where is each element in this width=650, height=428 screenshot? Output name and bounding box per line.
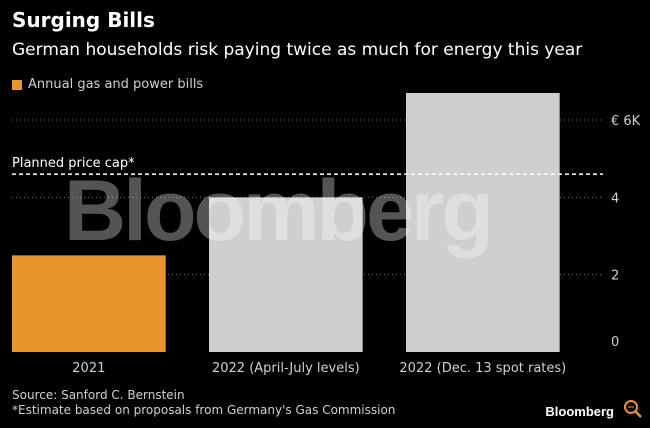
y-tick-label: 2 (611, 269, 619, 284)
reference-line-group: Planned price cap* (12, 156, 603, 175)
x-axis-labels: 2021 2022 (April-July levels) 2022 (Dec. 1… (72, 361, 566, 376)
legend: Annual gas and power bills (12, 77, 203, 92)
footnote: *Estimate based on proposals from German… (12, 403, 396, 417)
magnifier-icon (624, 400, 642, 418)
y-tick-label: 0 (611, 335, 619, 350)
chart-title: Surging Bills (12, 8, 155, 32)
bar (12, 255, 166, 352)
bars (12, 93, 560, 352)
y-tick-label: € 6K (611, 114, 641, 129)
category-label: 2022 (April-July levels) (212, 361, 360, 376)
legend-swatch (12, 79, 22, 90)
chart-subtitle: German households risk paying twice as m… (12, 40, 583, 60)
bar (406, 93, 560, 352)
category-label: 2021 (72, 361, 105, 376)
source-note: Source: Sanford C. Bernstein (12, 388, 185, 402)
y-tick-label: 4 (611, 191, 619, 206)
y-axis-ticks: 0 2 4 € 6K (611, 114, 641, 350)
legend-label: Annual gas and power bills (28, 77, 204, 92)
bloomberg-logo: Bloomberg (545, 404, 614, 419)
reference-line-label: Planned price cap* (12, 156, 135, 171)
bar (209, 197, 363, 352)
category-label: 2022 (Dec. 13 spot rates) (399, 361, 566, 376)
bar-chart: Planned price cap* 0 2 4 € 6K 2021 2022 (Apr… (12, 93, 641, 376)
